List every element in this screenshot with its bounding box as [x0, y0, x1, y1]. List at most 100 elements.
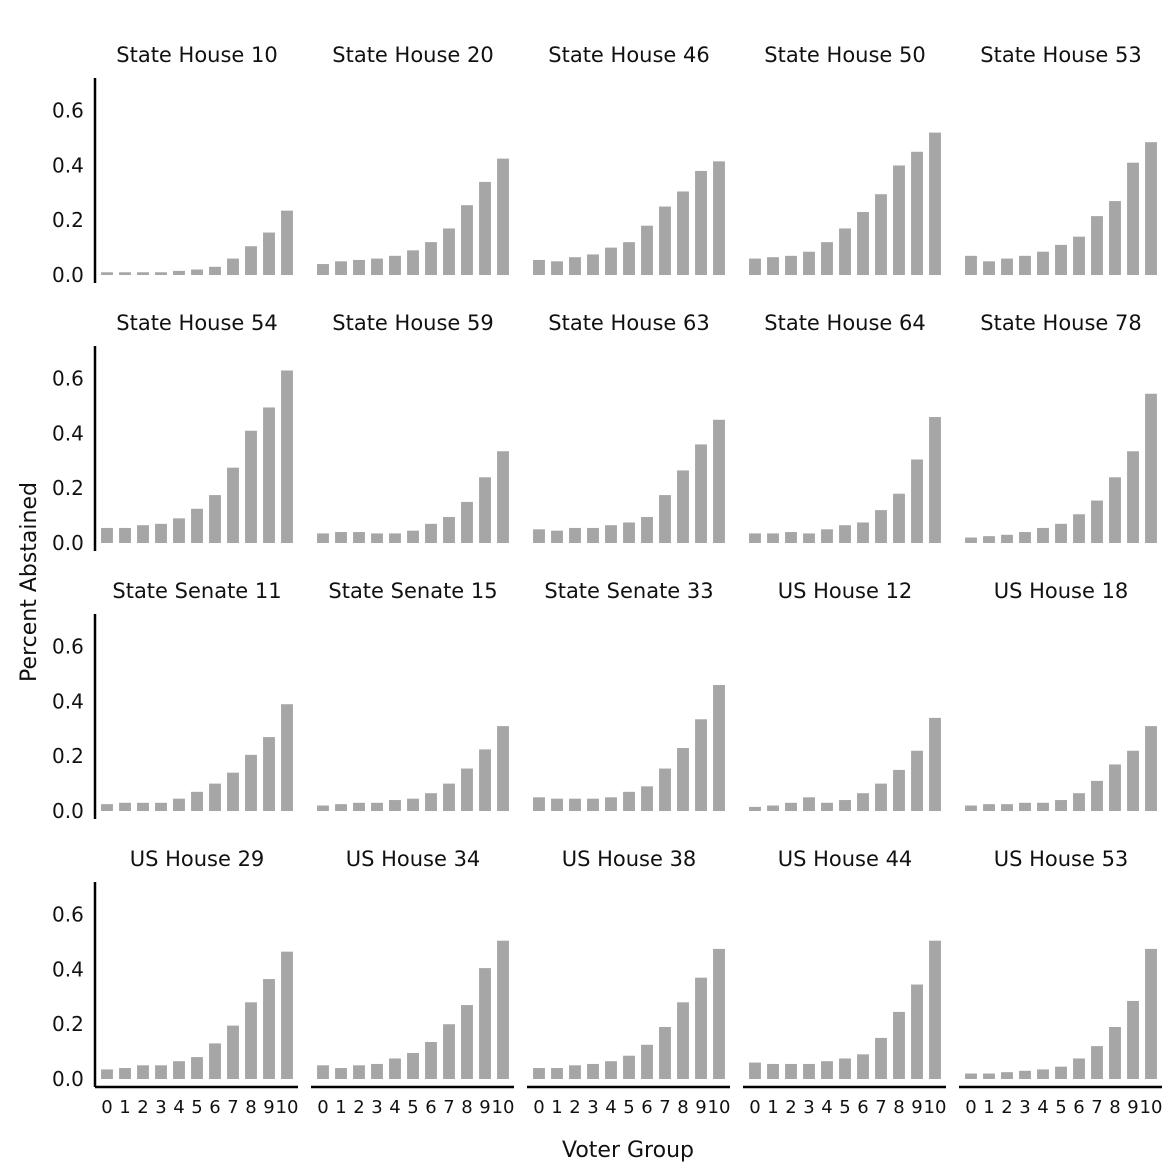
bar	[101, 804, 113, 811]
bar	[353, 532, 365, 543]
bar	[1145, 726, 1157, 811]
bar	[569, 1065, 581, 1079]
bar	[605, 1061, 617, 1079]
y-tick-label: 0.0	[52, 1067, 84, 1091]
bar	[1055, 244, 1067, 275]
bar	[533, 797, 545, 811]
bar	[1091, 1046, 1103, 1079]
bar	[1109, 1026, 1121, 1079]
x-tick-label: 3	[1019, 1097, 1030, 1118]
x-tick-label: 6	[641, 1097, 652, 1118]
bar	[1109, 477, 1121, 543]
x-tick-label: 8	[245, 1097, 256, 1118]
panel: State House 64	[749, 311, 941, 543]
x-axis-title: Voter Group	[562, 1138, 694, 1163]
panel: State House 20	[317, 43, 509, 275]
bar	[857, 212, 869, 275]
bar	[857, 1054, 869, 1079]
bar	[695, 170, 707, 275]
bar	[119, 272, 131, 275]
bar	[461, 501, 473, 543]
panel-title: State House 64	[764, 311, 925, 335]
bar	[1127, 1000, 1139, 1079]
bar	[281, 210, 293, 275]
bar	[119, 1068, 131, 1079]
bar	[317, 1065, 329, 1079]
bar	[245, 1002, 257, 1079]
bar	[785, 255, 797, 275]
panel-title: US House 29	[130, 847, 265, 871]
panels-layer: State House 10 0.0 0.2 0.4 0.6 State House 20…	[52, 43, 1162, 1118]
bar	[785, 1063, 797, 1079]
bar	[623, 522, 635, 543]
bar	[407, 798, 419, 811]
bar	[1001, 534, 1013, 543]
x-tick-label: 10	[1140, 1097, 1163, 1118]
x-tick-label: 0	[965, 1097, 976, 1118]
panel-title: State House 53	[980, 43, 1141, 67]
x-tick-label: 4	[821, 1097, 832, 1118]
bar	[677, 748, 689, 811]
bar	[479, 968, 491, 1079]
bar	[821, 242, 833, 275]
bar	[767, 805, 779, 811]
x-tick-label: 5	[1055, 1097, 1066, 1118]
panel: State House 59	[317, 311, 509, 543]
bar	[1091, 780, 1103, 811]
y-tick-label: 0.2	[52, 744, 84, 768]
x-tick-label: 0	[101, 1097, 112, 1118]
bar	[155, 523, 167, 543]
bar	[227, 1025, 239, 1079]
bar	[695, 977, 707, 1079]
bar	[821, 529, 833, 543]
bar	[713, 685, 725, 811]
bar	[821, 802, 833, 811]
x-tick-label: 10	[276, 1097, 299, 1118]
bar	[227, 772, 239, 811]
panel: US House 18	[965, 579, 1157, 811]
panel-title: State House 46	[548, 43, 709, 67]
panel-title: State House 54	[116, 311, 277, 335]
bar	[929, 940, 941, 1079]
bar	[983, 261, 995, 275]
x-tick-label: 2	[1001, 1097, 1012, 1118]
panel-title: State Senate 15	[328, 579, 497, 603]
bar	[1037, 1069, 1049, 1079]
bar	[713, 419, 725, 543]
x-tick-label: 1	[335, 1097, 346, 1118]
y-tick-label: 0.4	[52, 421, 84, 445]
panel-title: US House 53	[994, 847, 1129, 871]
x-tick-label: 3	[803, 1097, 814, 1118]
y-tick-label: 0.4	[52, 153, 84, 177]
y-tick-label: 0.2	[52, 476, 84, 500]
y-axis-title: Percent Abstained	[17, 482, 42, 682]
panel-title: US House 38	[562, 847, 697, 871]
bar	[1127, 451, 1139, 543]
bar	[173, 518, 185, 543]
bar	[875, 1037, 887, 1079]
bar	[839, 800, 851, 811]
bar	[605, 525, 617, 543]
x-tick-label: 9	[479, 1097, 490, 1118]
bar	[857, 522, 869, 543]
y-tick-label: 0.6	[52, 635, 84, 659]
x-tick-label: 0	[749, 1097, 760, 1118]
x-tick-label: 5	[407, 1097, 418, 1118]
x-tick-label: 3	[155, 1097, 166, 1118]
panel-title: US House 34	[346, 847, 481, 871]
bar	[1019, 1070, 1031, 1079]
bar	[425, 523, 437, 543]
bar	[497, 451, 509, 543]
bar	[1091, 500, 1103, 543]
bar	[371, 802, 383, 811]
bar	[335, 532, 347, 543]
bar	[281, 951, 293, 1079]
bar	[677, 191, 689, 275]
bar	[875, 783, 887, 811]
panel-title: US House 44	[778, 847, 913, 871]
bar	[641, 225, 653, 275]
x-tick-label: 10	[492, 1097, 515, 1118]
bar	[1001, 1072, 1013, 1079]
bar	[983, 1073, 995, 1079]
bar	[1001, 804, 1013, 811]
